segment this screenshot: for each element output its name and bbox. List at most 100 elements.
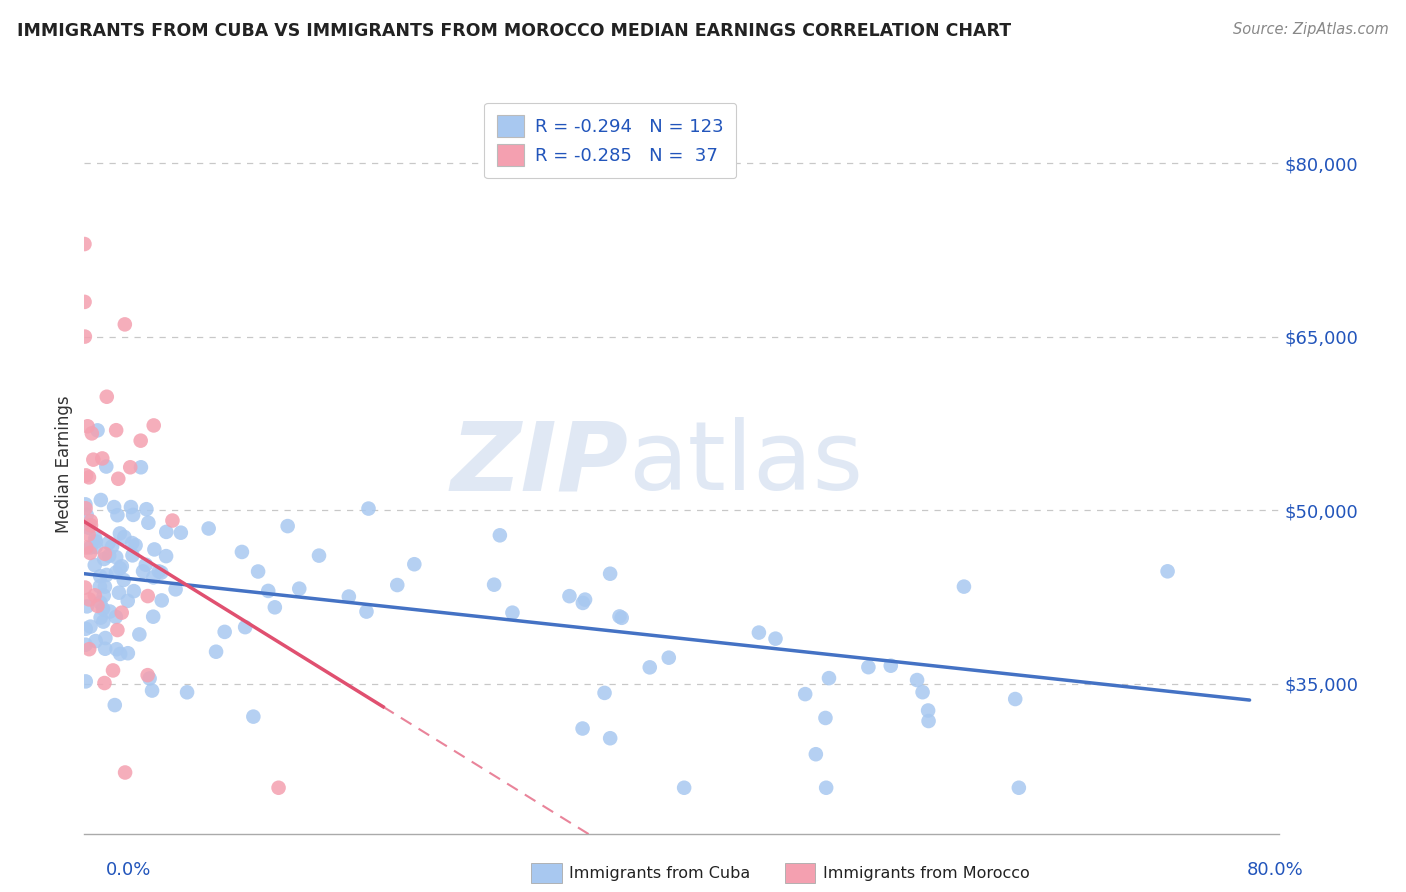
- Point: [356, 605, 378, 619]
- Point: [112, 530, 135, 544]
- Point: [387, 578, 409, 592]
- Point: [77, 521, 100, 535]
- Point: [599, 731, 621, 746]
- Text: Source: ZipAtlas.com: Source: ZipAtlas.com: [1233, 22, 1389, 37]
- Point: [673, 780, 696, 795]
- Point: [233, 620, 256, 634]
- Point: [111, 606, 134, 620]
- Point: [572, 596, 595, 610]
- Point: [90, 610, 112, 624]
- Point: [1008, 780, 1031, 795]
- Point: [105, 550, 128, 565]
- Text: IMMIGRANTS FROM CUBA VS IMMIGRANTS FROM MOROCCO MEDIAN EARNINGS CORRELATION CHAR: IMMIGRANTS FROM CUBA VS IMMIGRANTS FROM …: [17, 22, 1011, 40]
- Point: [94, 547, 117, 561]
- Point: [117, 594, 139, 608]
- Point: [593, 686, 616, 700]
- Point: [114, 318, 136, 332]
- Point: [98, 549, 121, 563]
- Point: [905, 673, 928, 687]
- Text: 80.0%: 80.0%: [1247, 861, 1303, 879]
- Point: [953, 580, 976, 594]
- Point: [599, 566, 621, 581]
- Point: [84, 532, 107, 546]
- Point: [75, 622, 97, 636]
- Point: [917, 714, 939, 728]
- Point: [83, 588, 105, 602]
- Point: [93, 552, 115, 566]
- Point: [121, 536, 143, 550]
- Point: [76, 419, 98, 434]
- Point: [77, 470, 100, 484]
- Point: [247, 565, 270, 579]
- Point: [138, 672, 160, 686]
- Point: [90, 493, 112, 508]
- Point: [121, 549, 143, 563]
- Point: [880, 658, 903, 673]
- Point: [558, 589, 581, 603]
- Text: Immigrants from Morocco: Immigrants from Morocco: [823, 866, 1029, 880]
- Point: [748, 625, 770, 640]
- Point: [111, 559, 134, 574]
- Point: [818, 671, 841, 685]
- Point: [83, 558, 105, 573]
- Point: [107, 623, 129, 637]
- Point: [73, 237, 96, 252]
- Point: [135, 502, 157, 516]
- Point: [76, 508, 98, 522]
- Point: [96, 568, 118, 582]
- Point: [155, 549, 177, 563]
- Point: [75, 638, 97, 652]
- Point: [122, 508, 145, 522]
- Point: [242, 709, 264, 723]
- Point: [231, 545, 253, 559]
- Point: [96, 459, 118, 474]
- Text: 0.0%: 0.0%: [105, 861, 150, 879]
- Point: [277, 519, 299, 533]
- Point: [165, 582, 187, 597]
- Point: [794, 687, 817, 701]
- Point: [120, 460, 142, 475]
- Point: [75, 581, 97, 595]
- Point: [308, 549, 330, 563]
- Point: [91, 602, 114, 616]
- Point: [103, 500, 125, 514]
- Point: [136, 589, 159, 603]
- Point: [80, 518, 103, 533]
- Point: [75, 497, 97, 511]
- Point: [94, 580, 117, 594]
- Point: [1156, 564, 1178, 578]
- Point: [214, 624, 236, 639]
- Point: [77, 642, 100, 657]
- Point: [104, 566, 127, 580]
- Point: [79, 619, 101, 633]
- Point: [129, 460, 152, 475]
- Point: [858, 660, 880, 674]
- Point: [142, 418, 165, 433]
- Point: [84, 534, 107, 549]
- Legend: R = -0.294   N = 123, R = -0.285   N =  37: R = -0.294 N = 123, R = -0.285 N = 37: [484, 103, 737, 178]
- Point: [658, 650, 681, 665]
- Point: [205, 645, 228, 659]
- Point: [84, 540, 107, 554]
- Point: [105, 642, 128, 657]
- Point: [101, 664, 124, 678]
- Point: [804, 747, 827, 762]
- Point: [132, 565, 155, 579]
- Point: [170, 525, 193, 540]
- Point: [263, 600, 285, 615]
- Text: Immigrants from Cuba: Immigrants from Cuba: [569, 866, 751, 880]
- Point: [917, 704, 939, 718]
- Point: [143, 542, 166, 557]
- Point: [108, 647, 131, 661]
- Point: [162, 514, 184, 528]
- Point: [105, 423, 128, 437]
- Point: [136, 668, 159, 682]
- Point: [101, 540, 124, 554]
- Point: [98, 605, 121, 619]
- Point: [75, 674, 97, 689]
- Point: [257, 583, 280, 598]
- Point: [107, 508, 129, 523]
- Point: [148, 565, 170, 579]
- Point: [124, 538, 146, 552]
- Point: [86, 423, 108, 437]
